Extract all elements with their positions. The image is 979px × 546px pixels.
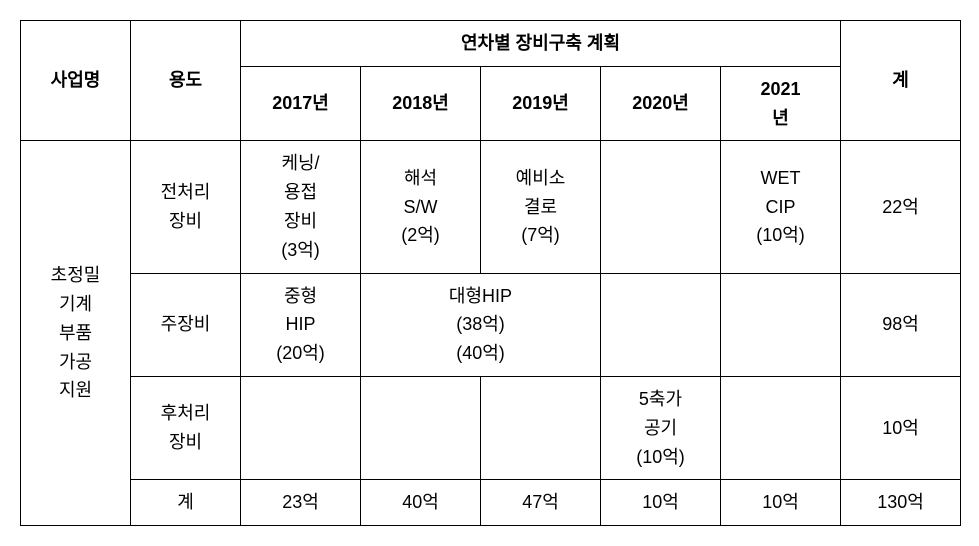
cell-post-2021 <box>721 376 841 479</box>
cell-post-2018 <box>361 376 481 479</box>
cell-main-2017: 중형HIP(20억) <box>241 273 361 376</box>
header-annual-plan: 연차별 장비구축 계획 <box>241 21 841 67</box>
cell-pre-2018: 해석S/W(2억) <box>361 141 481 273</box>
cell-pre-2017: 케닝/용접장비(3억) <box>241 141 361 273</box>
cell-post-2019 <box>481 376 601 479</box>
cell-sum-2021: 10억 <box>721 480 841 526</box>
cell-pre-2020 <box>601 141 721 273</box>
header-project-name: 사업명 <box>21 21 131 141</box>
header-2021: 2021년 <box>721 66 841 141</box>
cell-post-usage: 후처리장비 <box>131 376 241 479</box>
header-2019: 2019년 <box>481 66 601 141</box>
cell-sum-usage: 계 <box>131 480 241 526</box>
cell-pre-2019: 예비소결로(7억) <box>481 141 601 273</box>
equipment-plan-table: 사업명 용도 연차별 장비구축 계획 계 2017년 2018년 2019년 2… <box>20 20 961 526</box>
cell-main-2021 <box>721 273 841 376</box>
row-main: 주장비 중형HIP(20억) 대형HIP(38억)(40억) 98억 <box>21 273 961 376</box>
cell-sum-2018: 40억 <box>361 480 481 526</box>
header-2020: 2020년 <box>601 66 721 141</box>
cell-main-total: 98억 <box>841 273 961 376</box>
header-2018: 2018년 <box>361 66 481 141</box>
cell-pre-2021: WETCIP(10억) <box>721 141 841 273</box>
header-row-1: 사업명 용도 연차별 장비구축 계획 계 <box>21 21 961 67</box>
cell-project: 초정밀기계부품가공지원 <box>21 141 131 526</box>
cell-main-2018-2019: 대형HIP(38억)(40억) <box>361 273 601 376</box>
cell-sum-2019: 47억 <box>481 480 601 526</box>
cell-sum-total: 130억 <box>841 480 961 526</box>
cell-pre-total: 22억 <box>841 141 961 273</box>
cell-sum-2017: 23억 <box>241 480 361 526</box>
row-pre: 초정밀기계부품가공지원 전처리장비 케닝/용접장비(3억) 해석S/W(2억) … <box>21 141 961 273</box>
cell-sum-2020: 10억 <box>601 480 721 526</box>
row-sum: 계 23억 40억 47억 10억 10억 130억 <box>21 480 961 526</box>
row-post: 후처리장비 5축가공기(10억) 10억 <box>21 376 961 479</box>
header-2017: 2017년 <box>241 66 361 141</box>
cell-main-2020 <box>601 273 721 376</box>
header-total: 계 <box>841 21 961 141</box>
cell-pre-usage: 전처리장비 <box>131 141 241 273</box>
header-usage: 용도 <box>131 21 241 141</box>
cell-post-2020: 5축가공기(10억) <box>601 376 721 479</box>
cell-main-usage: 주장비 <box>131 273 241 376</box>
cell-post-total: 10억 <box>841 376 961 479</box>
cell-post-2017 <box>241 376 361 479</box>
